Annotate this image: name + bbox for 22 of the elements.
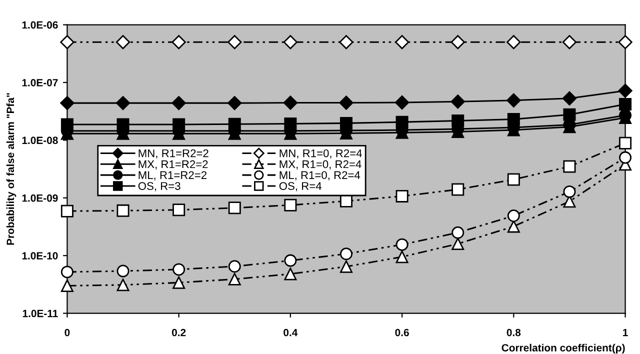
y-tick-label: 1.0E-08 xyxy=(22,136,58,144)
legend-label: ML, R1=0, R2=4 xyxy=(280,171,360,180)
x-tick-label: 1 xyxy=(623,328,628,336)
x-tick-label: 0.6 xyxy=(395,328,409,336)
x-tick-label: 0.2 xyxy=(172,328,186,336)
y-tick-label: 1.0E-10 xyxy=(22,252,58,260)
legend-label: MX, R1=0, R2=4 xyxy=(280,160,362,170)
x-tick-label: 0 xyxy=(64,328,70,336)
y-tick-label: 1.0E-07 xyxy=(22,78,58,86)
x-axis-title: Correlation coefficient(ρ) xyxy=(502,344,625,354)
legend-label: MN, R1=R2=2 xyxy=(138,149,208,159)
legend-label: MN, R1=0, R2=4 xyxy=(280,149,362,159)
legend-label: ML, R1=R2=2 xyxy=(138,171,206,180)
legend-label: MX, R1=R2=2 xyxy=(138,160,208,170)
legend-label: OS, R=3 xyxy=(138,182,180,192)
x-tick-label: 0.8 xyxy=(506,328,521,336)
x-tick-label: 0.4 xyxy=(284,328,298,336)
legend-label: OS, R=4 xyxy=(279,182,322,192)
y-tick-label: 1.0E-09 xyxy=(22,194,58,202)
y-axis-title: Probability of false alarm "Pfa" xyxy=(6,93,16,245)
y-tick-label: 1.0E-06 xyxy=(22,21,58,29)
y-tick-label: 1.0E-11 xyxy=(22,310,58,318)
